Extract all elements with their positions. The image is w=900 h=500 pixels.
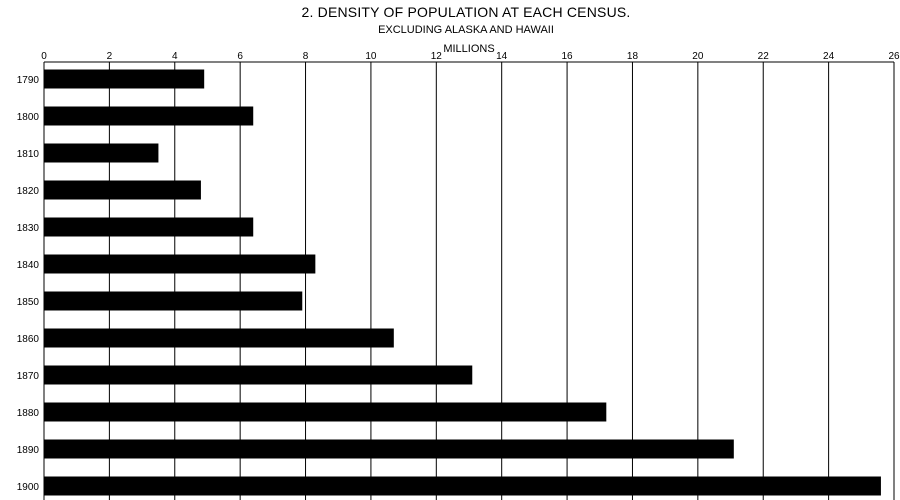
bars (44, 69, 881, 496)
axes: 0 2 4 6 8 10 12 14 16 18 20 22 24 2617901800181018201… (17, 51, 900, 493)
y-tick-label: 1850 (17, 297, 40, 308)
bar-1800 (44, 106, 254, 126)
x-tick-label: 22 (758, 51, 770, 62)
x-tick-label: 24 (823, 51, 835, 62)
y-tick-label: 1880 (17, 408, 40, 419)
bar-1870 (44, 365, 473, 385)
x-tick-label: 2 (107, 51, 113, 62)
x-tick-label: 12 (431, 51, 443, 62)
x-tick-label: 14 (496, 51, 508, 62)
y-tick-label: 1810 (17, 149, 40, 160)
x-tick-label: 18 (627, 51, 639, 62)
bar-1810 (44, 143, 159, 163)
y-tick-label: 1840 (17, 260, 40, 271)
y-tick-label: 1820 (17, 186, 40, 197)
x-tick-label: 16 (562, 51, 574, 62)
bar-1830 (44, 217, 254, 237)
chart-title: 2. DENSITY OF POPULATION AT EACH CENSUS. (301, 4, 631, 20)
bar-1850 (44, 291, 303, 311)
x-axis-label: MILLIONS (443, 43, 495, 55)
x-tick-label: 26 (888, 51, 900, 62)
chart-subtitle: EXCLUDING ALASKA AND HAWAII (378, 24, 554, 36)
grid (43, 62, 895, 500)
y-tick-label: 1860 (17, 334, 40, 345)
bar-1860 (44, 328, 394, 348)
bar-1820 (44, 180, 201, 200)
y-tick-label: 1890 (17, 445, 40, 456)
bar-1840 (44, 254, 316, 274)
x-tick-label: 4 (172, 51, 178, 62)
x-tick-label: 8 (303, 51, 309, 62)
x-tick-label: 10 (365, 51, 377, 62)
y-tick-label: 1790 (17, 75, 40, 86)
x-tick-label: 6 (237, 51, 243, 62)
x-tick-label: 20 (692, 51, 704, 62)
bar-1880 (44, 402, 607, 422)
y-tick-label: 1870 (17, 371, 40, 382)
y-tick-label: 1800 (17, 112, 40, 123)
y-tick-label: 1830 (17, 223, 40, 234)
bar-1890 (44, 439, 734, 459)
bar-1900 (44, 476, 881, 496)
x-tick-label: 0 (41, 51, 47, 62)
y-tick-label: 1900 (17, 482, 40, 493)
bar-1790 (44, 69, 205, 89)
